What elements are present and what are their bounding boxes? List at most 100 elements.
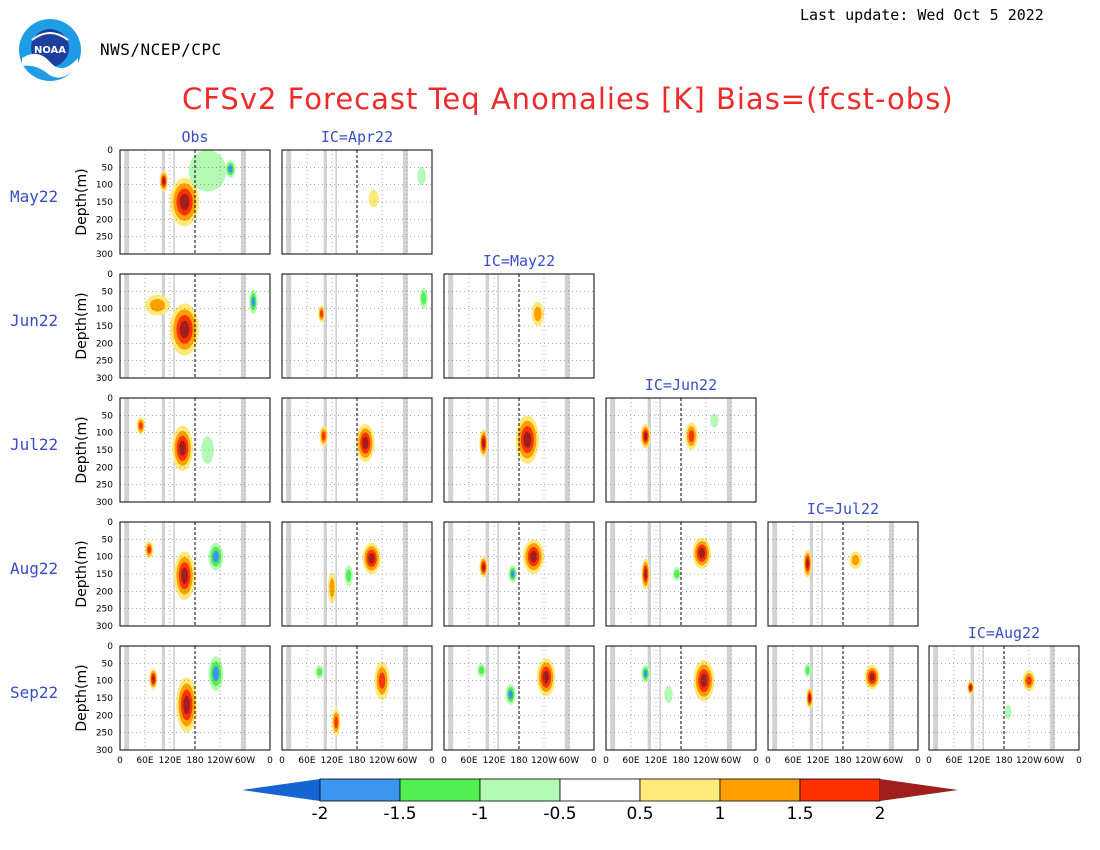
anomaly-mark xyxy=(421,292,427,305)
x-tick-label: 0 xyxy=(279,756,285,766)
y-tick-label: 300 xyxy=(96,250,113,260)
colorbar-label: 2 xyxy=(875,804,886,824)
panel-frame xyxy=(119,645,271,751)
anomaly-mark xyxy=(346,569,352,582)
anomaly-mark xyxy=(482,438,485,448)
land-mask xyxy=(161,150,165,254)
colorbar-swatch xyxy=(719,778,801,802)
land-mask xyxy=(323,274,327,378)
land-mask xyxy=(485,274,489,378)
land-mask xyxy=(448,646,454,750)
land-mask xyxy=(240,150,246,254)
land-mask xyxy=(402,522,408,626)
column-label-ic-may22: IC=May22 xyxy=(483,252,555,270)
anomaly-mark xyxy=(150,298,165,312)
anomaly-mark xyxy=(179,440,186,456)
x-tick-label: 120E xyxy=(321,756,344,766)
land-mask xyxy=(323,646,327,750)
panel-frame xyxy=(281,645,433,751)
anomaly-mark xyxy=(321,431,326,441)
anomaly-layer xyxy=(641,537,711,590)
land-mask xyxy=(647,646,651,750)
land-mask xyxy=(485,646,489,750)
x-tick-label: 120E xyxy=(159,756,182,766)
land-mask xyxy=(564,646,570,750)
anomaly-mark xyxy=(688,430,695,443)
x-tick-label: 0 xyxy=(117,756,123,766)
x-tick-label: 120W xyxy=(207,756,233,766)
anomaly-mark xyxy=(179,320,190,339)
land-mask xyxy=(448,522,454,626)
colorbar-label: 0.5 xyxy=(626,804,653,824)
y-axis-title: Depth(m) xyxy=(74,540,90,607)
colorbar-label: 1 xyxy=(715,804,726,824)
land-mask xyxy=(161,646,165,750)
anomaly-mark xyxy=(643,432,648,441)
land-mask xyxy=(497,274,499,378)
anomaly-mark xyxy=(317,667,322,677)
land-mask xyxy=(564,274,570,378)
anomaly-layer xyxy=(804,663,880,709)
anomaly-mark xyxy=(710,413,719,428)
y-tick-label: 200 xyxy=(96,463,113,473)
y-tick-label: 150 xyxy=(96,446,113,456)
land-mask xyxy=(726,398,732,502)
anomaly-layer xyxy=(967,670,1036,719)
x-tick-label: 120W xyxy=(855,756,881,766)
x-tick-label: 0 xyxy=(591,756,597,766)
anomaly-mark xyxy=(664,685,673,704)
anomaly-mark xyxy=(530,550,538,563)
land-mask xyxy=(402,274,408,378)
anomaly-mark xyxy=(806,558,809,569)
anomaly-mark xyxy=(643,670,648,678)
x-tick-label: 60E xyxy=(945,756,962,766)
panel-frame xyxy=(605,521,757,627)
land-mask xyxy=(335,646,337,750)
x-tick-label: 120E xyxy=(483,756,506,766)
x-tick-label: 60W xyxy=(235,756,255,766)
x-tick-label: 120W xyxy=(369,756,395,766)
panel-jul22-ic-apr22 xyxy=(281,397,433,503)
land-mask xyxy=(564,398,570,502)
anomaly-mark xyxy=(320,310,324,318)
land-mask xyxy=(982,646,984,750)
anomaly-mark xyxy=(508,690,513,699)
x-tick-label: 0 xyxy=(753,756,759,766)
x-tick-label: 0 xyxy=(603,756,609,766)
column-label-ic-aug22: IC=Aug22 xyxy=(968,624,1040,642)
colorbar-label: -2 xyxy=(312,804,329,824)
colorbar-swatch xyxy=(799,778,881,802)
anomaly-mark xyxy=(674,569,680,579)
land-mask xyxy=(485,398,489,502)
chart-title: CFSv2 Forecast Teq Anomalies [K] Bias=(f… xyxy=(182,82,954,116)
x-tick-label: 120E xyxy=(968,756,991,766)
x-tick-label: 180 xyxy=(348,756,365,766)
panel-jul22-ic-jun22 xyxy=(605,397,757,503)
panel-frame xyxy=(767,521,919,627)
x-tick-label: 0 xyxy=(915,756,921,766)
land-mask xyxy=(402,398,408,502)
land-mask xyxy=(286,274,292,378)
land-mask xyxy=(286,646,292,750)
x-tick-label: 60W xyxy=(559,756,579,766)
panel-frame xyxy=(281,521,433,627)
column-label-ic-jun22: IC=Jun22 xyxy=(645,376,717,394)
column-label-ic-apr22: IC=Apr22 xyxy=(321,128,393,146)
y-tick-label: 300 xyxy=(96,746,113,756)
x-tick-label: 120E xyxy=(807,756,830,766)
land-mask xyxy=(323,522,327,626)
anomaly-layer xyxy=(149,656,224,733)
x-tick-label: 180 xyxy=(672,756,689,766)
y-tick-label: 200 xyxy=(96,215,113,225)
land-mask xyxy=(610,522,616,626)
land-mask xyxy=(564,522,570,626)
x-tick-label: 0 xyxy=(267,756,273,766)
y-tick-label: 0 xyxy=(107,270,113,280)
anomaly-layer xyxy=(531,301,544,326)
x-tick-label: 180 xyxy=(834,756,851,766)
anomaly-mark xyxy=(147,546,151,554)
colorbar-swatch xyxy=(479,778,561,802)
y-tick-label: 0 xyxy=(107,394,113,404)
anomaly-layer xyxy=(479,415,539,464)
land-mask xyxy=(497,398,499,502)
